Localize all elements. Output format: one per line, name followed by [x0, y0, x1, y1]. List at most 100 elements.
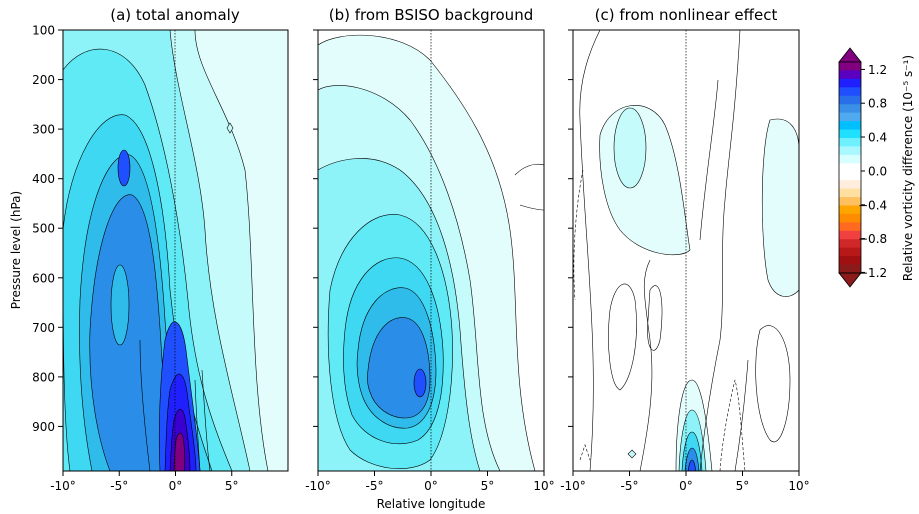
contour-inner-max-a — [117, 149, 131, 187]
panel-title-b: (b) from BSISO background — [329, 6, 533, 24]
contour-small-c — [627, 449, 637, 459]
x-tick-label-a-m10: -10° — [50, 479, 76, 493]
contour-small-a — [226, 122, 234, 134]
colorbar-tick-label-0.0: 0.0 — [868, 165, 887, 179]
colorbar-label: Relative vorticity difference (10⁻⁵ s⁻¹) — [901, 55, 915, 281]
x-tick-label-c-m10: -10° — [560, 479, 586, 493]
colorbar-band — [839, 95, 861, 105]
y-tick-300: 300 — [32, 123, 63, 137]
y-tick-label-100: 100 — [32, 24, 55, 38]
contour-hole-a — [110, 264, 130, 346]
colorbar-band — [839, 197, 861, 206]
colorbar-band — [839, 121, 861, 130]
x-axis-label: Relative longitude — [377, 497, 486, 511]
contour-1.2-a — [173, 432, 186, 471]
colorbar-band — [839, 112, 861, 122]
colorbar-tick-label-m0.8: −0.8 — [858, 232, 887, 246]
colorbar-tick-m0.8: −0.8 — [858, 232, 887, 246]
y-axis-a: 100 200 300 400 500 600 700 800 900 — [32, 24, 63, 434]
contour-lines-c — [579, 30, 791, 471]
colorbar: 1.2 0.8 0.4 0.0 −0.4 −0.8 −1.2 Relative … — [838, 47, 915, 288]
x-tick-label-b-10: 10° — [533, 479, 554, 493]
colorbar-band — [839, 70, 861, 80]
x-tick-b-10: 10° — [533, 471, 555, 493]
y-tick-label-500: 500 — [32, 222, 55, 236]
panel-nonlinear-effect: (c) from nonlinear effect — [560, 6, 809, 493]
x-tick-label-b-m5: -5° — [366, 479, 384, 493]
contour-0.1-c-right — [761, 118, 799, 297]
y-tick-label-700: 700 — [32, 321, 55, 335]
x-tick-label-b-0: 0° — [424, 479, 438, 493]
x-tick-b-5: 5° — [481, 471, 495, 493]
colorbar-tick-m1.2: −1.2 — [858, 266, 887, 280]
y-tick-label-800: 800 — [32, 370, 55, 384]
contour-lines-a — [139, 339, 211, 471]
colorbar-tick-label-m1.2: −1.2 — [858, 266, 887, 280]
x-tick-c-m5: -5° — [621, 471, 639, 493]
x-tick-label-c-m5: -5° — [621, 479, 639, 493]
panel-total-anomaly: (a) total anomaly 100 200 300 400 500 — [32, 6, 289, 493]
y-ticks-b — [313, 29, 318, 427]
x-axis-a: -10° -5° 0° 5° — [50, 471, 239, 493]
colorbar-tick-label-m0.4: −0.4 — [858, 198, 887, 212]
colorbar-band — [839, 87, 861, 97]
y-tick-200: 200 — [32, 73, 63, 87]
colorbar-band — [839, 104, 861, 114]
x-tick-a-5: 5° — [225, 471, 239, 493]
x-tick-label-b-5: 5° — [481, 479, 495, 493]
x-tick-a-0: 0° — [169, 471, 183, 493]
contour-0.7-b — [367, 317, 431, 419]
x-tick-c-5: 5° — [736, 471, 750, 493]
y-tick-label-300: 300 — [32, 123, 55, 137]
x-tick-c-m10: -10° — [560, 471, 586, 493]
colorbar-max-extension — [838, 47, 862, 63]
colorbar-band — [839, 146, 861, 156]
colorbar-tick-1.2: 1.2 — [861, 63, 887, 77]
colorbar-tick-0.4: 0.4 — [861, 131, 887, 145]
y-tick-label-900: 900 — [32, 420, 55, 434]
colorbar-band — [839, 239, 861, 249]
colorbar-tick-label-1.2: 1.2 — [868, 63, 887, 77]
y-tick-400: 400 — [32, 172, 63, 186]
colorbar-ticks: 1.2 0.8 0.4 0.0 −0.4 −0.8 −1.2 — [858, 63, 887, 280]
colorbar-band — [839, 256, 861, 265]
y-tick-600: 600 — [32, 271, 63, 285]
x-axis-b: -10° -5° 0° 5° 10° — [305, 471, 555, 493]
y-tick-500: 500 — [32, 222, 63, 236]
colorbar-band — [839, 180, 861, 189]
colorbar-band — [839, 222, 861, 232]
y-tick-800: 800 — [32, 370, 63, 384]
x-tick-a-m5: -5° — [110, 471, 128, 493]
y-tick-100: 100 — [32, 24, 63, 38]
colorbar-bands — [839, 62, 861, 274]
colorbar-tick-label-0.8: 0.8 — [868, 97, 887, 111]
x-tick-b-m5: -5° — [366, 471, 384, 493]
colorbar-band — [839, 213, 861, 223]
x-tick-c-10: 10° — [788, 471, 810, 493]
colorbar-band — [839, 78, 861, 88]
colorbar-band — [839, 171, 861, 181]
colorbar-band — [839, 137, 861, 147]
colorbar-tick-label-0.4: 0.4 — [868, 131, 887, 145]
x-axis-c: -10° -5° 0° 5° 10° — [560, 471, 810, 493]
y-ticks-c — [568, 29, 573, 427]
y-tick-700: 700 — [32, 321, 63, 335]
colorbar-band — [839, 205, 861, 215]
x-tick-label-a-0: 0° — [169, 479, 183, 493]
x-tick-label-a-5: 5° — [225, 479, 239, 493]
x-tick-label-b-m10: -10° — [305, 479, 331, 493]
y-tick-label-200: 200 — [32, 73, 55, 87]
y-axis-label: Pressure level (hPa) — [9, 191, 23, 309]
contour-0.7-c-lower — [684, 447, 700, 471]
colorbar-band — [839, 154, 861, 164]
x-tick-b-m10: -10° — [305, 471, 331, 493]
x-tick-label-c-5: 5° — [736, 479, 750, 493]
colorbar-band — [839, 230, 861, 240]
panel-bsiso-background: (b) from BSISO background -10° -5° 0° 5°… — [305, 6, 554, 493]
contour-0.2-c-upper — [613, 107, 647, 189]
colorbar-band — [839, 129, 861, 139]
colorbar-frame — [838, 61, 862, 274]
contour-0.9-c-lower — [687, 459, 697, 471]
colorbar-band — [839, 163, 861, 173]
